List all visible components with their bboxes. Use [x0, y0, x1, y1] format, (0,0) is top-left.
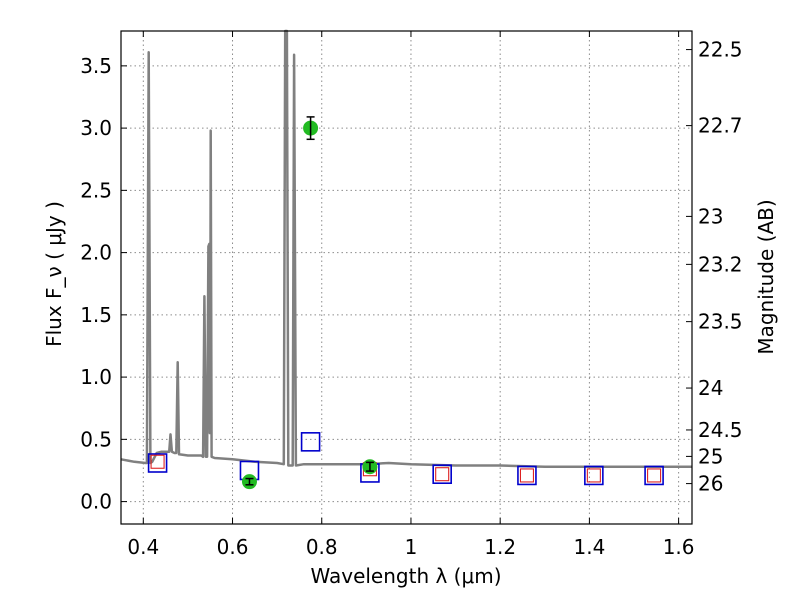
photometry-markers	[147, 116, 664, 490]
y2-tick-label: 26	[698, 472, 723, 496]
x-tick-label: 1.4	[573, 535, 605, 559]
plot-frame	[120, 30, 693, 525]
x-tick-label: 1.6	[663, 535, 695, 559]
y2-tick-label: 23.5	[698, 310, 743, 334]
model-band-inner-square	[519, 468, 534, 483]
y2-tick-label: 23	[698, 204, 723, 228]
model-band-inner-square	[150, 454, 165, 469]
y-tick-label: 1.5	[80, 303, 112, 327]
model-spectrum-line	[120, 29, 692, 468]
y2-tick-label: 22.5	[698, 38, 743, 62]
y-axis-label: Flux F_ν ( μJy )	[42, 201, 66, 347]
y2-tick-label: 23.2	[698, 252, 743, 276]
x-tick-label: 1	[405, 535, 418, 559]
y2-tick-label: 22.7	[698, 114, 743, 138]
tick-labels: 0.4 0.6 0.8 1 1.2 1.4 1.6 0.0 0.5 1.0 1.5 2.0 2.5 3.0…	[80, 38, 742, 559]
axis-ticks	[121, 31, 692, 524]
x-tick-label: 0.8	[306, 535, 338, 559]
model-band-inner-square	[435, 467, 450, 482]
y-tick-label: 3.5	[80, 54, 112, 78]
spectrum-series	[120, 29, 692, 468]
model-band-inner-square	[586, 468, 601, 483]
y-tick-label: 2.5	[80, 178, 112, 202]
y2-tick-label: 24.5	[698, 418, 743, 442]
y2-tick-label: 25	[698, 444, 723, 468]
y-tick-label: 1.0	[80, 365, 112, 389]
y2-tick-label: 24	[698, 376, 723, 400]
model-band-square	[147, 453, 168, 473]
model-band-square	[517, 465, 537, 486]
grid-lines	[121, 31, 692, 524]
model-band-square	[644, 465, 664, 486]
y2-axis-label: Magnitude (AB)	[754, 199, 778, 354]
y-tick-label: 2.0	[80, 241, 112, 265]
x-tick-label: 0.6	[217, 535, 249, 559]
y-tick-label: 0.5	[80, 427, 112, 451]
x-axis-label: Wavelength λ (μm)	[310, 564, 501, 588]
x-tick-label: 0.4	[127, 535, 159, 559]
model-band-inner-square	[647, 468, 662, 483]
y-tick-label: 3.0	[80, 116, 112, 140]
model-band-square	[300, 432, 321, 452]
model-band-square	[432, 464, 452, 485]
y-tick-label: 0.0	[80, 490, 112, 514]
model-band-square	[584, 465, 604, 486]
x-tick-label: 1.2	[484, 535, 516, 559]
